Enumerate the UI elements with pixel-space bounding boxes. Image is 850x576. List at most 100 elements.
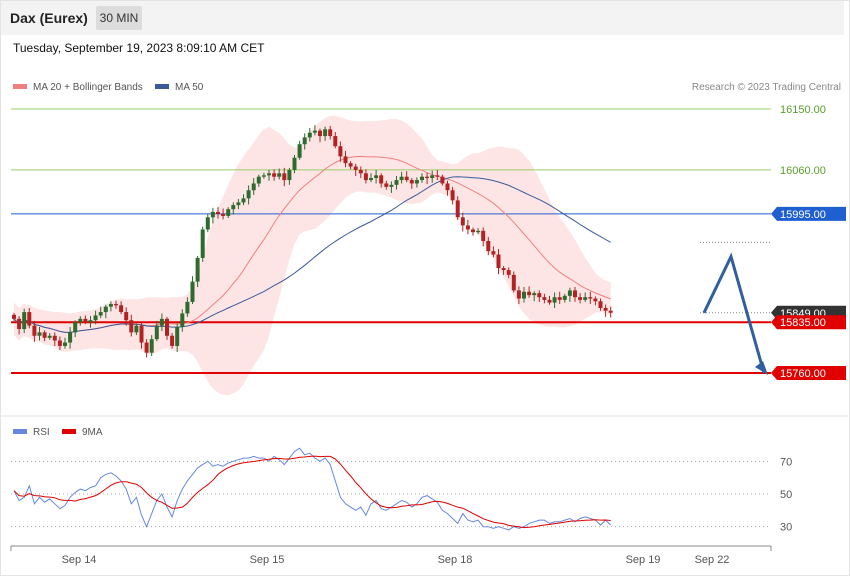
candle	[22, 308, 27, 334]
candle	[144, 339, 149, 358]
candle	[583, 292, 588, 302]
candle	[93, 310, 98, 325]
rsi-ma-legend-label: 9MA	[82, 427, 103, 438]
pivot-label: 15995.00	[780, 209, 826, 221]
candle	[165, 316, 169, 340]
interval-button[interactable]: 30 MIN	[96, 6, 142, 30]
candle-body	[22, 312, 27, 329]
candle	[389, 181, 394, 193]
candle-body	[297, 144, 302, 158]
candle-body	[108, 303, 113, 307]
candle-body	[552, 297, 557, 303]
candle	[134, 323, 139, 336]
candle-body	[272, 173, 277, 177]
candle	[506, 267, 511, 279]
candle	[481, 227, 486, 247]
candle-body	[363, 173, 368, 181]
candle-body	[287, 169, 292, 181]
x-tick-label: Sep 15	[250, 554, 285, 566]
candle-body	[180, 313, 185, 327]
candle	[175, 323, 180, 353]
candle-body	[27, 312, 32, 326]
candle-body	[511, 274, 516, 291]
candle-body	[165, 318, 169, 336]
candle	[200, 226, 205, 262]
candle-body	[83, 318, 88, 323]
x-tick-label: Sep 14	[62, 554, 97, 566]
candle-body	[414, 180, 419, 184]
candle	[430, 170, 435, 183]
candle-body	[425, 176, 430, 179]
candle	[302, 133, 307, 150]
candle	[603, 304, 608, 317]
candle	[343, 150, 348, 168]
candle	[384, 180, 389, 190]
candle-body	[404, 176, 409, 181]
support-tag	[771, 315, 846, 330]
candle	[501, 266, 506, 275]
candle-body	[598, 301, 603, 309]
candle	[440, 174, 445, 186]
ma20-legend-label: MA 20 + Bollinger Bands	[33, 82, 143, 93]
candle-body	[195, 257, 200, 282]
candle	[98, 306, 103, 319]
candle-body	[292, 157, 297, 170]
candle-body	[358, 169, 363, 174]
candle	[348, 161, 353, 170]
x-tick-label: Sep 19	[626, 554, 661, 566]
candle	[516, 286, 521, 304]
candle-body	[129, 320, 134, 333]
candle	[557, 291, 562, 304]
candle-body	[450, 190, 455, 201]
candle	[139, 322, 144, 349]
candle-body	[277, 173, 282, 177]
candle	[251, 178, 256, 195]
candle	[420, 173, 424, 183]
candle-body	[338, 146, 343, 157]
candle	[37, 326, 42, 341]
candle	[491, 246, 496, 258]
candle	[292, 155, 297, 174]
research-credit: Research © 2023 Trading Central	[692, 82, 841, 93]
candle	[404, 171, 409, 183]
candle-body	[149, 339, 154, 353]
bollinger-band	[14, 115, 611, 396]
candle	[103, 304, 108, 319]
rsi-tick-label: 50	[780, 489, 792, 501]
candle-body	[103, 306, 108, 313]
candle	[195, 255, 200, 288]
candle	[379, 173, 384, 188]
candle	[338, 141, 343, 162]
candle	[578, 293, 583, 304]
candle-body	[93, 315, 98, 321]
candle	[129, 314, 134, 337]
candle-body	[593, 298, 598, 302]
candle-body	[73, 322, 78, 333]
candle	[353, 163, 358, 177]
candle-body	[52, 335, 57, 341]
candle	[573, 287, 577, 302]
candle-body	[312, 130, 317, 133]
candle	[12, 312, 16, 321]
candle-body	[557, 297, 562, 300]
candle	[63, 337, 67, 349]
candle-body	[154, 325, 159, 340]
candle	[88, 316, 93, 328]
support-label: 15835.00	[780, 317, 826, 329]
candle-body	[98, 312, 103, 316]
candle	[445, 180, 450, 196]
candle-body	[491, 251, 496, 255]
candle-body	[282, 173, 287, 181]
candle	[17, 316, 22, 335]
candle	[246, 185, 251, 205]
candle-body	[562, 295, 567, 300]
candle-body	[17, 318, 22, 329]
candle-body	[302, 137, 307, 145]
candle-body	[394, 180, 399, 185]
candle-body	[435, 175, 440, 177]
candle-body	[42, 332, 47, 338]
candle	[425, 172, 430, 185]
candle	[333, 132, 338, 149]
candle-body	[159, 318, 164, 326]
